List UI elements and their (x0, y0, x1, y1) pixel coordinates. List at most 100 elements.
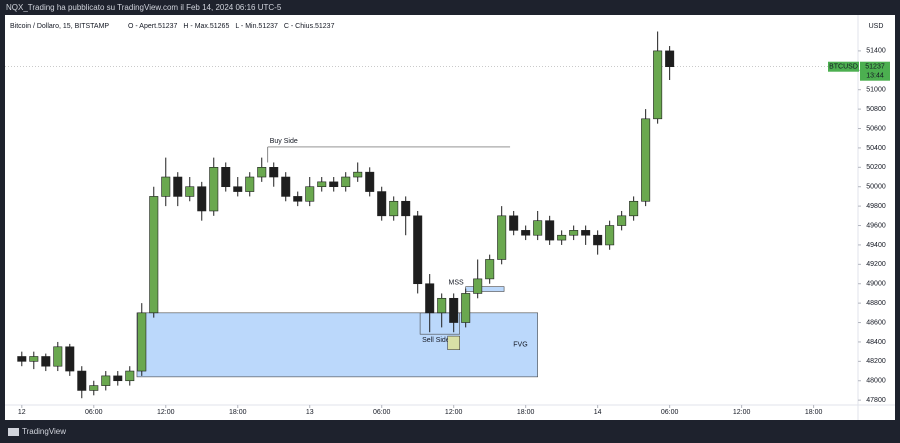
candle-body (317, 181, 327, 188)
candle-body (629, 200, 639, 217)
candle-body (473, 278, 483, 294)
candle-body (161, 176, 171, 197)
zone (447, 335, 460, 351)
candle-body (293, 196, 303, 202)
candle-body (485, 259, 495, 280)
x-tick-label: 18:00 (517, 409, 535, 416)
y-tick-label: 50200 (866, 164, 886, 171)
candle-body (425, 283, 435, 314)
zone (136, 312, 538, 378)
x-tick-label: 12:00 (157, 409, 175, 416)
y-tick-label: 49800 (866, 203, 886, 210)
candle-body (197, 186, 207, 212)
candle-body (413, 215, 423, 285)
x-tick-label: 06:00 (373, 409, 391, 416)
x-tick-label: 06:00 (661, 409, 679, 416)
y-tick-label: 51400 (866, 48, 886, 55)
logo-text: TradingView (22, 427, 66, 436)
y-tick-label: 48200 (866, 358, 886, 365)
candle-body (281, 176, 291, 197)
candle-body (569, 230, 579, 236)
candle-body (437, 297, 447, 314)
x-tick-label: 13 (306, 409, 314, 416)
candle-body (77, 370, 87, 391)
y-tick-label: 49600 (866, 222, 886, 229)
candle-body (329, 181, 339, 188)
candle-body (185, 186, 195, 197)
y-tick-label: 48600 (866, 319, 886, 326)
candle-body (509, 215, 519, 231)
candle-body (401, 200, 411, 217)
candle-body (89, 385, 99, 391)
x-tick-label: 12:00 (445, 409, 463, 416)
ticker-box (828, 61, 859, 72)
y-tick-label: 50800 (866, 106, 886, 113)
candle-body (353, 171, 363, 178)
candle-body (557, 234, 567, 241)
ohlc-label: H - Max.51265 (183, 23, 229, 30)
y-tick-label: 49400 (866, 242, 886, 249)
level-label: Buy Side (270, 138, 298, 145)
candle-body (617, 215, 627, 226)
candle-body (461, 293, 471, 323)
candle-body (29, 356, 39, 362)
x-tick-label: 12 (18, 409, 26, 416)
x-tick-label: 12:00 (733, 409, 751, 416)
candle-body (245, 176, 255, 192)
zone-label: FVG (513, 342, 527, 349)
y-tick-label: 50600 (866, 125, 886, 132)
candle-body (653, 50, 663, 120)
ohlc-label: O - Apert.51237 (128, 23, 178, 30)
candle-body (341, 176, 351, 188)
candle-body (137, 312, 147, 372)
candle-body (521, 230, 531, 236)
x-tick-label: 18:00 (229, 409, 247, 416)
candle-body (377, 191, 387, 217)
ohlc-label: L - Min.51237 (235, 23, 278, 30)
y-tick-label: 49000 (866, 281, 886, 288)
candle-body (593, 234, 603, 246)
candle-body (173, 176, 183, 197)
logo: TradingView (8, 427, 66, 436)
publisher: NQX_Trading ha pubblicato su TradingView… (6, 3, 282, 12)
ticker: BTCUSD (829, 64, 858, 71)
zone-label: Sell Side (422, 337, 450, 344)
zone (465, 286, 505, 292)
candle-body (605, 225, 615, 246)
candle-body (497, 215, 507, 260)
symbol: Bitcoin / Dollaro, 15, BITSTAMP (10, 23, 109, 30)
x-tick-label: 14 (594, 409, 602, 416)
candle-body (641, 118, 651, 202)
y-tick-label: 50000 (866, 184, 886, 191)
y-tick-label: 48000 (866, 378, 886, 385)
y-tick-label: 50400 (866, 145, 886, 152)
candle-body (209, 167, 219, 212)
x-tick-label: 18:00 (805, 409, 823, 416)
candle-body (365, 171, 375, 192)
candle-body (581, 230, 591, 236)
candle-body (221, 167, 231, 188)
candle-body (269, 167, 279, 178)
candle-body (41, 356, 51, 367)
candle-body (533, 220, 543, 236)
candle-body (257, 167, 267, 178)
candle-body (149, 196, 159, 314)
candle-body (65, 346, 75, 372)
candle-body (665, 50, 675, 68)
x-tick-label: 06:00 (85, 409, 103, 416)
candle-body (113, 375, 123, 382)
candle-body (101, 375, 111, 386)
currency: USD (869, 23, 884, 30)
price-value: 51237 (865, 64, 885, 71)
ohlc-label: C - Chius.51237 (284, 23, 335, 30)
candle-body (233, 186, 243, 192)
candle-body (545, 220, 555, 241)
candle-body (53, 346, 63, 367)
candle-body (389, 200, 399, 217)
logo-mark (8, 428, 19, 436)
y-tick-label: 48400 (866, 339, 886, 346)
candle-body (17, 356, 27, 362)
y-tick-label: 49200 (866, 261, 886, 268)
